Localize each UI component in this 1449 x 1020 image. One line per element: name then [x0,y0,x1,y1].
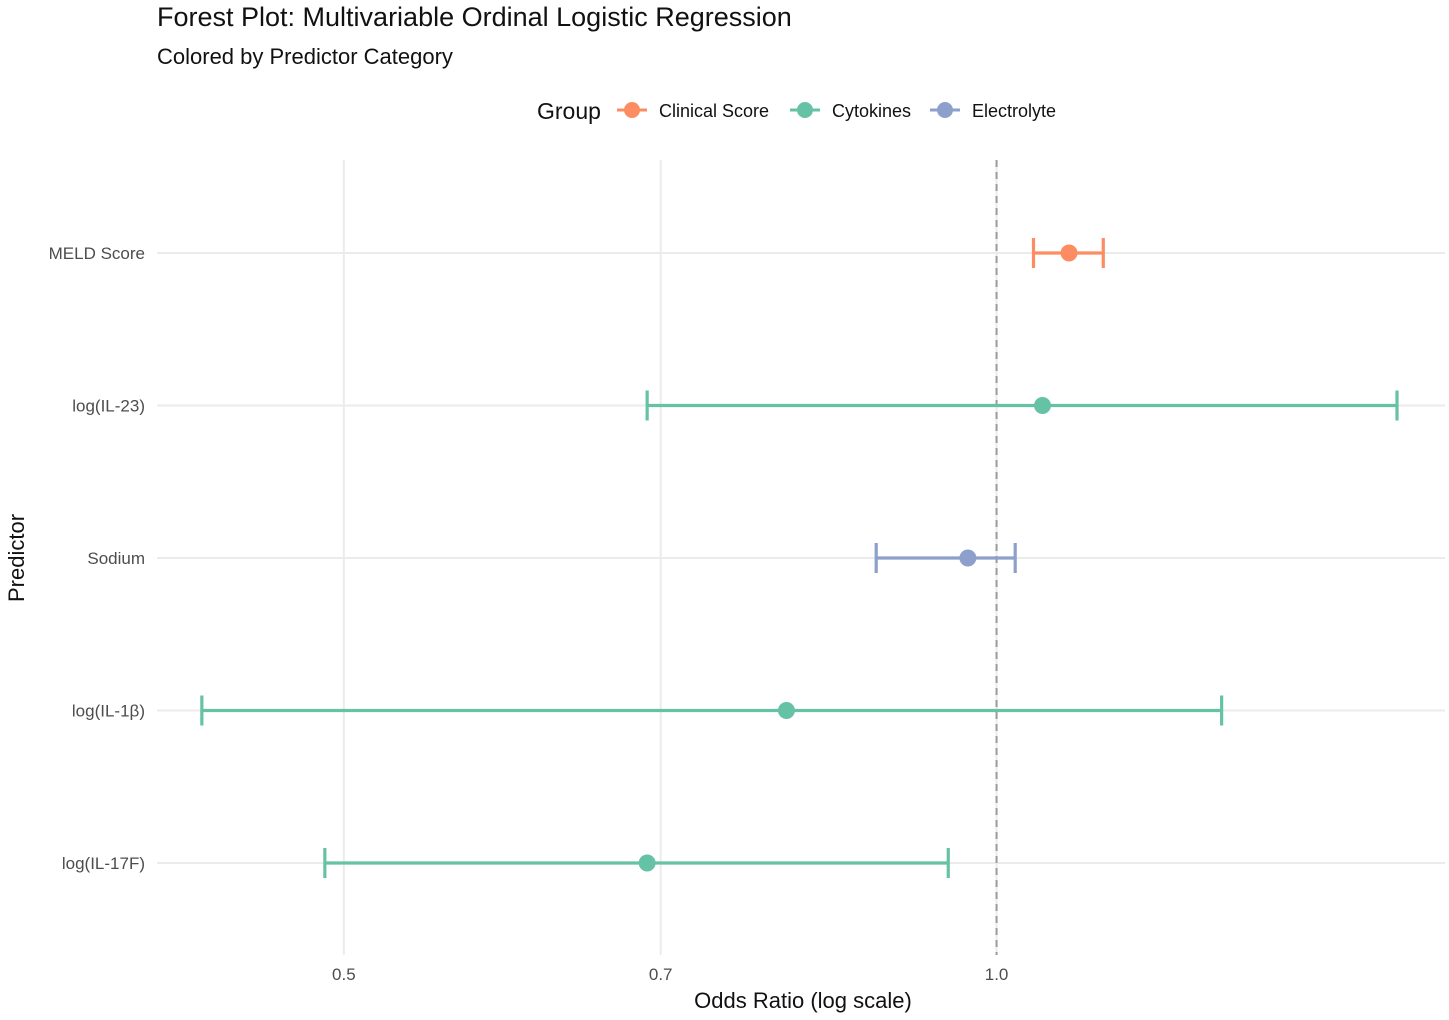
chart-subtitle: Colored by Predictor Category [157,44,453,69]
y-tick-label: log(IL-1β) [72,702,145,721]
y-tick-label: Sodium [87,549,145,568]
x-tick-label: 1.0 [985,965,1009,984]
legend-key-point [937,102,953,118]
grid-layer [157,160,1445,955]
legend-title: Group [537,98,601,124]
marks-layer [200,238,1399,878]
x-axis-title: Odds Ratio (log scale) [694,988,912,1013]
y-axis-title: Predictor [4,514,29,602]
y-tick-label: log(IL-23) [72,397,145,416]
point-log-il-1 [777,702,795,719]
x-tick-label: 0.5 [332,965,356,984]
legend-label-electrolyte: Electrolyte [972,101,1056,121]
legend-key-point [797,102,813,118]
legend: Group Clinical Score Cytokines Electrolyte [537,98,1056,124]
legend-label-cytokines: Cytokines [832,101,911,121]
point-meld-score [1060,244,1078,262]
legend-key-point [624,102,640,118]
point-log-il-17f [638,854,656,872]
legend-label-clinical-score: Clinical Score [659,101,769,121]
y-tick-label: MELD Score [49,244,145,263]
chart-title: Forest Plot: Multivariable Ordinal Logis… [157,2,792,32]
x-tick-label: 0.7 [649,965,673,984]
point-sodium [959,549,977,567]
point-log-il-23 [1034,397,1052,414]
y-tick-label: log(IL-17F) [62,854,145,873]
axis-layer: MELD Score log(IL-23) Sodium log(IL-1β) log(… [4,244,1008,1013]
